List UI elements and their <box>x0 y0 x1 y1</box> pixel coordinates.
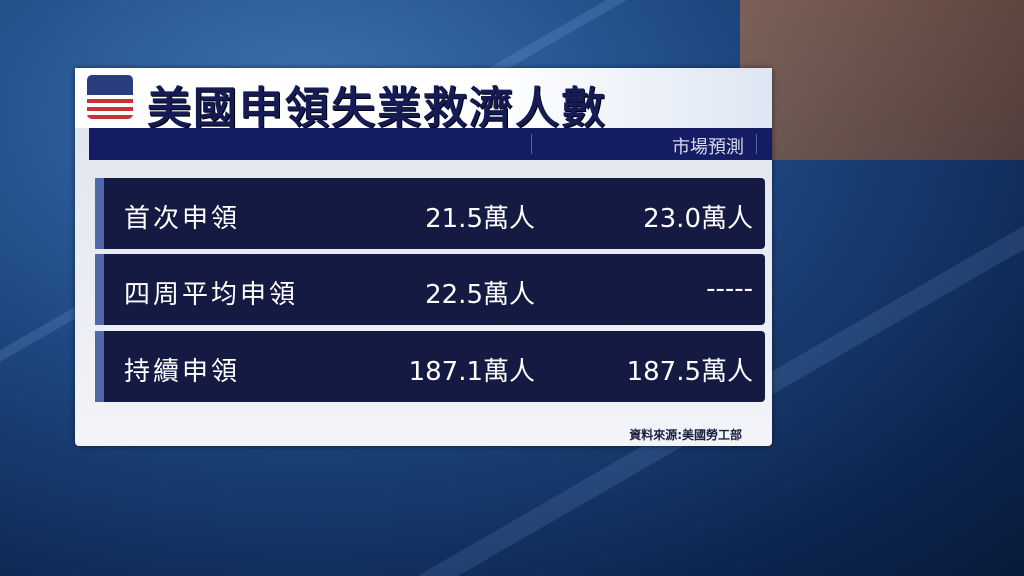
panel-title: 美國申領失業救濟人數 <box>147 83 607 134</box>
row-label: 持續申領 <box>124 357 241 387</box>
table-row: 首次申領 21.5萬人 23.0萬人 <box>95 178 765 249</box>
actual-value: 22.5萬人 <box>425 280 535 310</box>
table-row: 四周平均申領 22.5萬人 ----- <box>95 254 765 325</box>
forecast-value: ----- <box>706 274 753 304</box>
forecast-value: 187.5萬人 <box>626 357 753 387</box>
row-label: 首次申領 <box>124 204 241 234</box>
title-bar: 美國申領失業救濟人數 <box>75 68 772 134</box>
forecast-value: 23.0萬人 <box>643 204 753 234</box>
actual-value: 187.1萬人 <box>408 357 535 387</box>
table-row: 持續申領 187.1萬人 187.5萬人 <box>95 331 765 402</box>
row-label: 四周平均申領 <box>124 280 299 310</box>
decorative-logo-graphic <box>740 0 1024 160</box>
forecast-column-header: 市場預測 <box>672 137 744 158</box>
info-panel: 美國申領失業救濟人數 市場預測 首次申領 21.5萬人 23.0萬人 四周平均申… <box>75 68 772 446</box>
source-note: 資料來源:美國勞工部 <box>629 428 742 442</box>
actual-value: 21.5萬人 <box>425 204 535 234</box>
us-flag-icon <box>87 75 133 119</box>
column-header-bar: 市場預測 <box>89 128 772 160</box>
